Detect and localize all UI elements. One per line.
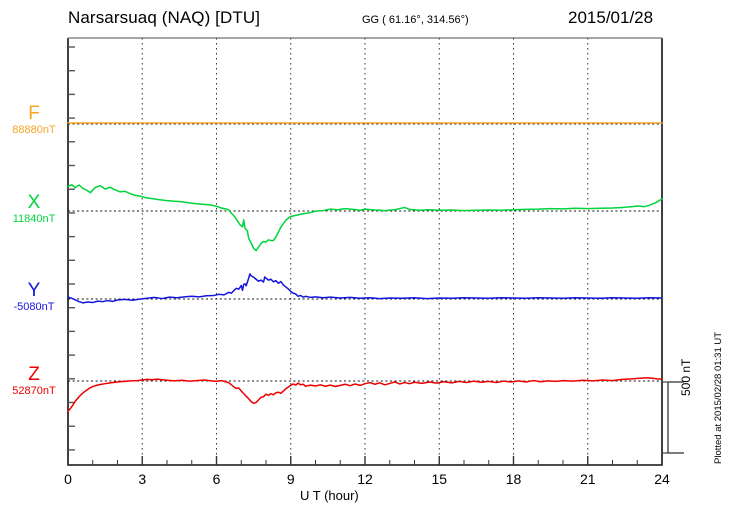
x-axis-title: U T (hour) — [300, 488, 359, 503]
component-letter-x: X — [27, 192, 41, 213]
x-tick-label: 24 — [654, 471, 670, 487]
observation-date: 2015/01/28 — [568, 8, 654, 27]
component-baselines — [68, 123, 662, 382]
x-tick-label: 12 — [357, 471, 373, 487]
component-letter-f: F — [28, 103, 40, 124]
plotted-timestamp: Plotted at 2015/02/28 01:31 UT — [713, 331, 724, 464]
component-label-f: F 88880nT — [0, 104, 68, 137]
x-tick-label: 0 — [64, 471, 72, 487]
component-value-f: 88880nT — [12, 124, 56, 136]
x-tick-label: 18 — [506, 471, 522, 487]
component-letter-y: Y — [27, 280, 41, 301]
x-tick-labels: 0 3 6 9 12 15 18 21 24 — [64, 471, 670, 487]
axis-ticks — [67, 46, 663, 465]
station-title: Narsarsuaq (NAQ) [DTU] — [68, 8, 261, 27]
component-letter-z: Z — [28, 364, 40, 385]
x-tick-label: 15 — [431, 471, 447, 487]
component-value-z: 52870nT — [12, 385, 56, 397]
component-value-y: -5080nT — [13, 301, 55, 313]
component-label-x: X 11840nT — [0, 193, 68, 226]
geographic-coordinates: GG ( 61.16°, 314.56°) — [362, 14, 469, 26]
x-tick-label: 3 — [138, 471, 146, 487]
data-traces — [67, 122, 663, 412]
component-label-y: Y -5080nT — [0, 281, 68, 314]
scalebar-label: 500 nT — [679, 358, 693, 396]
x-tick-label: 9 — [287, 471, 295, 487]
x-tick-label: 6 — [213, 471, 221, 487]
x-tick-label: 21 — [580, 471, 596, 487]
plot-frame — [67, 37, 663, 466]
component-value-x: 11840nT — [12, 213, 56, 225]
vertical-gridlines — [141, 38, 589, 465]
component-label-z: Z 52870nT — [0, 365, 68, 398]
scale-bar — [662, 381, 684, 454]
